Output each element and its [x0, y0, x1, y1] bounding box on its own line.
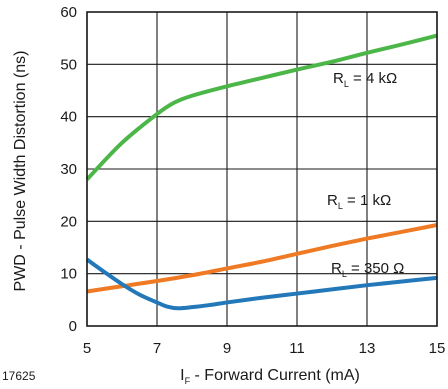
plot-frame	[86, 11, 438, 327]
y-tick-label-60: 60	[60, 4, 77, 21]
series-line-1	[86, 223, 438, 294]
series-label-sub-1: L	[338, 201, 343, 211]
x-tick-label-11: 11	[289, 340, 305, 357]
x-axis-label-sub: F	[185, 376, 191, 386]
series-label-rest-0: = 4 kΩ	[349, 70, 397, 87]
y-tick-label-40: 40	[60, 109, 77, 126]
series-label-sub-0: L	[344, 79, 349, 89]
y-tick-label-10: 10	[60, 266, 77, 283]
y-tick-labels: 0 10 20 30 40 50 60	[60, 4, 77, 335]
series-label-main-2: R	[331, 260, 342, 277]
x-tick-label-7: 7	[153, 340, 161, 357]
x-tick-label-15: 15	[429, 340, 446, 357]
y-tick-label-20: 20	[60, 213, 77, 230]
series-label-0: RL = 4 kΩ	[333, 70, 397, 89]
y-axis-label: PWD - Pulse Width Distortion (ns)	[12, 51, 29, 292]
series-label-2: RL = 350 Ω	[331, 260, 404, 279]
series-label-main-0: R	[333, 70, 344, 87]
y-tick-label-30: 30	[60, 161, 77, 178]
x-axis-label: IF - Forward Current (mA)	[180, 367, 360, 386]
y-tick-label-50: 50	[60, 56, 77, 73]
x-tick-label-9: 9	[223, 340, 231, 357]
series-label-rest-1: = 1 kΩ	[343, 192, 391, 209]
x-tick-label-13: 13	[359, 340, 376, 357]
series-label-1: RL = 1 kΩ	[327, 192, 391, 211]
figure-id: 17625	[2, 369, 36, 383]
x-axis-label-main: I	[180, 367, 184, 384]
series-line-0	[85, 33, 438, 181]
series-line-2	[85, 257, 438, 311]
series-label-rest-2: = 350 Ω	[347, 260, 405, 277]
grid-lines	[86, 11, 438, 327]
series-label-main-1: R	[327, 192, 338, 209]
series-lines	[85, 33, 438, 311]
x-tick-label-5: 5	[83, 340, 91, 357]
y-tick-label-0: 0	[69, 318, 77, 335]
x-tick-labels: 5 7 9 11 13 15	[83, 340, 446, 357]
series-label-sub-2: L	[342, 269, 347, 279]
x-axis-label-rest: - Forward Current (mA)	[190, 367, 360, 384]
